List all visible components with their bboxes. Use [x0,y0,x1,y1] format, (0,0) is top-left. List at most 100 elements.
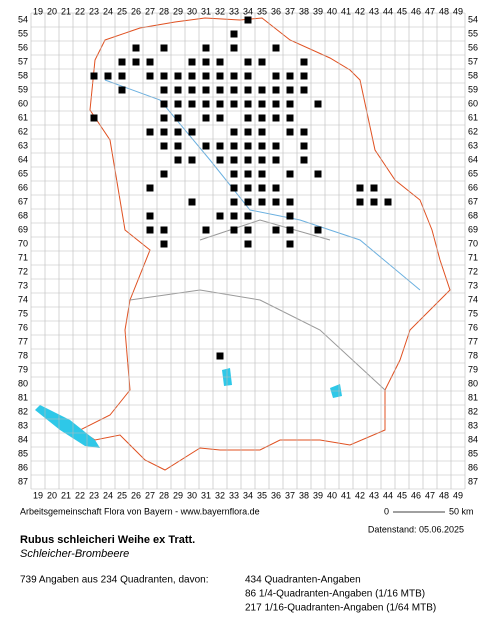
occurrence [174,72,182,80]
column-label: 36 [271,490,281,500]
row-label: 67 [468,196,478,206]
row-label: 69 [468,224,478,234]
row-label: 59 [18,84,28,94]
credit: Arbeitsgemeinschaft Flora von Bayern - w… [20,506,260,516]
date: Datenstand: 05.06.2025 [368,524,464,534]
occurrence [258,86,266,94]
occurrence [230,142,238,150]
column-label: 22 [75,6,85,16]
column-label: 37 [285,490,295,500]
occurrence [202,114,210,122]
occurrence [188,72,196,80]
occurrence [216,58,224,66]
occurrence [216,100,224,108]
occurrence [188,86,196,94]
occurrence [160,44,168,52]
row-label: 62 [468,126,478,136]
row-label: 67 [18,196,28,206]
row-label: 81 [18,392,28,402]
occurrence [216,352,224,360]
column-label: 29 [173,490,183,500]
occurrence [188,198,196,206]
occurrence [188,128,196,136]
occurrence [230,44,238,52]
column-label: 30 [187,6,197,16]
occurrence [244,198,252,206]
row-label: 84 [18,434,28,444]
occurrence [272,72,280,80]
row-label: 54 [18,14,28,24]
row-label: 82 [18,406,28,416]
row-label: 55 [468,28,478,38]
occurrence [202,142,210,150]
occurrence [244,156,252,164]
occurrence [272,44,280,52]
column-label: 38 [299,490,309,500]
row-label: 79 [468,364,478,374]
row-label: 58 [468,70,478,80]
row-label: 78 [468,350,478,360]
breakdown: 86 1/4-Quadranten-Angaben (1/16 MTB) [245,589,425,600]
row-label: 56 [18,42,28,52]
row-label: 73 [18,280,28,290]
occurrence [160,240,168,248]
occurrence [286,240,294,248]
row-label: 72 [468,266,478,276]
row-label: 81 [468,392,478,402]
common-name: Schleicher-Brombeere [20,548,129,560]
occurrence [160,72,168,80]
row-label: 64 [18,154,28,164]
occurrence [146,212,154,220]
column-label: 27 [145,6,155,16]
occurrence [244,240,252,248]
row-label: 79 [18,364,28,374]
occurrence [300,72,308,80]
column-label: 39 [313,6,323,16]
occurrence [244,100,252,108]
occurrence [314,226,322,234]
occurrence [384,198,392,206]
row-label: 85 [468,448,478,458]
column-label: 49 [453,490,463,500]
column-label: 48 [439,6,449,16]
occurrence [174,156,182,164]
row-label: 87 [18,476,28,486]
row-label: 80 [468,378,478,388]
occurrence [132,58,140,66]
column-label: 45 [397,6,407,16]
column-label: 34 [243,490,253,500]
occurrence [286,86,294,94]
column-label: 44 [383,490,393,500]
row-label: 55 [18,28,28,38]
row-label: 84 [468,434,478,444]
row-label: 59 [468,84,478,94]
occurrence [286,170,294,178]
occurrence [230,156,238,164]
occurrence [230,30,238,38]
occurrence [286,212,294,220]
column-label: 33 [229,490,239,500]
column-label: 49 [453,6,463,16]
column-label: 36 [271,6,281,16]
column-label: 28 [159,6,169,16]
column-label: 26 [131,6,141,16]
breakdown: 434 Quadranten-Angaben [245,575,361,586]
occurrence [258,142,266,150]
occurrence [216,86,224,94]
occurrence [174,100,182,108]
column-label: 38 [299,6,309,16]
occurrence [244,142,252,150]
row-label: 86 [18,462,28,472]
row-label: 60 [468,98,478,108]
column-label: 39 [313,490,323,500]
row-label: 63 [468,140,478,150]
occurrence [174,86,182,94]
row-label: 65 [18,168,28,178]
occurrence [230,86,238,94]
row-label: 78 [18,350,28,360]
summary: 739 Angaben aus 234 Quadranten, davon: [20,575,209,586]
occurrence [202,44,210,52]
column-label: 47 [425,490,435,500]
column-label: 20 [47,6,57,16]
column-label: 41 [341,490,351,500]
